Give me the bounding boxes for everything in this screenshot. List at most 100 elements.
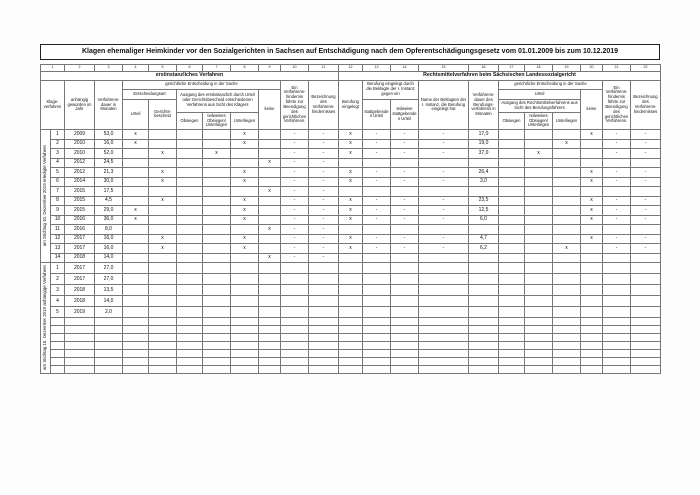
table-cell [230,357,259,367]
table-cell [390,325,419,335]
table-cell [122,233,149,245]
table-cell: - [630,148,661,159]
table-cell [524,205,553,216]
table-cell [552,295,581,308]
table-cell: - [418,195,469,207]
table-row: 9 2015 29,0 x x - - x - - -12,5 x - - [41,205,661,216]
table-cell [338,325,363,335]
table-cell [308,341,339,351]
table-cell [524,349,553,359]
table-cell [176,317,203,327]
col-header-verfahrensdauer-2: Verfahrens-dauer des Berufungs-verfahren… [468,79,499,131]
table-cell [602,224,631,235]
row-number-cell: 2 [50,273,65,286]
section-pending-cases: am Stichtag 10. Dezember 2019 anhängige … [40,262,661,375]
table-cell: x [148,167,177,178]
table-cell [552,186,581,197]
table-cell [524,243,553,254]
table-cell [524,186,553,197]
table-cell [552,306,581,319]
table-row: 6 2014 30,0 x x - - x - - -3,0 x - - [41,176,661,188]
table-cell [580,365,603,375]
table-cell [468,317,499,327]
table-cell [202,341,231,351]
column-number: 17 [498,63,525,72]
table-cell [122,306,149,319]
table-cell: x [338,176,363,188]
table-cell [280,349,309,359]
table-cell [498,295,525,308]
table-cell [468,186,499,197]
table-cell [498,195,525,207]
row-number-cell: 4 [50,157,65,169]
table-cell [418,341,469,351]
table-cell: - [602,176,631,188]
table-cell [148,341,177,351]
section-label-cell: am Stichtag 10. Dezember 2019 anhängige … [40,262,51,375]
table-cell [630,325,661,335]
table-cell: x [148,176,177,188]
table-cell [308,349,339,359]
table-cell [418,357,469,367]
row-number-cell: 5 [50,167,65,178]
table-cell [148,157,177,169]
table-cell [524,233,553,245]
table-cell: - [390,205,419,216]
table-cell [50,317,65,327]
table-cell [390,157,419,169]
table-cell [418,284,469,297]
column-number: 20 [580,63,603,72]
table-cell: - [280,214,309,226]
table-cell [258,357,281,367]
table-cell [418,157,469,169]
table-cell: x [338,243,363,254]
table-cell: 4,7 [468,233,499,245]
table-cell [390,295,419,308]
table-cell [202,306,231,319]
table-cell [498,284,525,297]
table-cell [524,138,553,150]
table-cell [176,148,203,159]
table-cell [602,357,631,367]
table-cell [258,195,281,207]
table-cell: 6,0 [468,214,499,226]
table-cell [630,333,661,343]
table-cell [148,252,177,264]
table-cell [64,365,95,375]
table-cell [148,325,177,335]
group-header-urteil-2: Urteil [498,88,581,100]
table-cell [122,325,149,335]
table-cell [148,186,177,197]
table-cell [362,357,391,367]
table-cell: 6,2 [468,243,499,254]
column-number: 6 [176,63,203,72]
table-cell [602,262,631,275]
table-cell: 2017 [64,262,95,275]
table-cell [148,295,177,308]
table-cell: 26,4 [468,167,499,178]
table-cell [148,129,177,140]
column-number: 14 [390,63,419,72]
col-header-jahr: anhängig geworden im Jahr [64,79,95,131]
table-cell [230,148,259,159]
table-cell [308,306,339,319]
col-header-name-beklagte: Name der Beklagten der I. Instanz, die B… [418,79,469,131]
table-cell: x [230,167,259,178]
table-cell [148,306,177,319]
table-cell [122,349,149,359]
table-cell: x [580,167,603,178]
table-cell [552,233,581,245]
table-cell: x [338,195,363,207]
table-cell [280,262,309,275]
table-cell: 2009 [64,129,95,140]
table-cell [148,262,177,275]
table-cell [498,262,525,275]
table-cell [552,262,581,275]
table-cell [468,341,499,351]
table-cell [390,262,419,275]
table-cell: x [258,186,281,197]
table-cell [390,341,419,351]
table-cell [552,273,581,286]
table-cell [498,317,525,327]
empty-row [41,341,661,351]
